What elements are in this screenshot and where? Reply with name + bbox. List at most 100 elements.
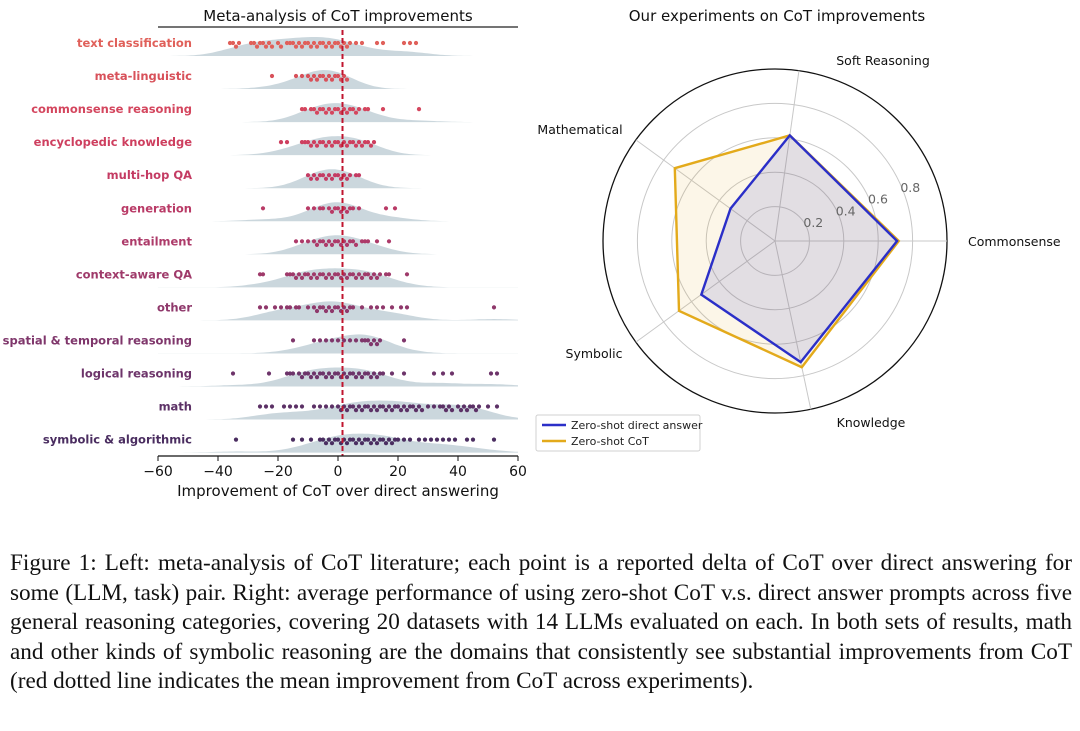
data-point bbox=[350, 140, 356, 145]
data-point bbox=[320, 173, 326, 178]
data-point bbox=[335, 272, 341, 277]
data-point bbox=[383, 441, 389, 446]
legend-box bbox=[535, 414, 701, 452]
data-point bbox=[365, 338, 371, 343]
data-point bbox=[293, 305, 299, 310]
data-point bbox=[308, 176, 314, 181]
data-point bbox=[323, 441, 329, 446]
data-point bbox=[380, 305, 386, 310]
data-point bbox=[311, 239, 317, 244]
category-label: spatial & temporal reasoning bbox=[3, 333, 192, 347]
data-point bbox=[332, 73, 338, 79]
data-point bbox=[269, 44, 275, 49]
data-point bbox=[284, 140, 290, 145]
data-point bbox=[302, 272, 308, 277]
data-point bbox=[266, 371, 272, 376]
data-point bbox=[284, 272, 290, 277]
data-point bbox=[296, 272, 302, 277]
data-point bbox=[380, 371, 386, 376]
category-label: meta-linguistic bbox=[95, 69, 193, 83]
data-point bbox=[374, 40, 380, 46]
data-point bbox=[317, 437, 323, 442]
data-point bbox=[473, 408, 479, 413]
data-point bbox=[311, 272, 317, 277]
radial-tick-label: 0.8 bbox=[900, 180, 920, 195]
data-point bbox=[305, 173, 311, 178]
left-chart-title: Meta-analysis of CoT improvements bbox=[203, 7, 473, 25]
data-point bbox=[266, 40, 272, 46]
data-point bbox=[404, 408, 410, 413]
data-point bbox=[299, 275, 305, 280]
data-point bbox=[263, 305, 269, 310]
data-point bbox=[290, 40, 296, 46]
data-point bbox=[308, 437, 314, 442]
data-point bbox=[335, 404, 341, 409]
data-point bbox=[350, 272, 356, 277]
data-point bbox=[290, 272, 296, 277]
data-point bbox=[368, 143, 374, 148]
data-point bbox=[335, 305, 341, 310]
data-point bbox=[317, 206, 323, 211]
data-point bbox=[392, 404, 398, 409]
data-point bbox=[296, 371, 302, 376]
x-tick-label: 40 bbox=[449, 464, 467, 480]
data-point bbox=[350, 404, 356, 409]
data-point bbox=[329, 176, 335, 181]
data-point bbox=[359, 441, 365, 446]
data-point bbox=[269, 404, 275, 409]
data-point bbox=[392, 437, 398, 442]
data-point bbox=[470, 437, 476, 442]
data-point bbox=[395, 404, 401, 409]
meta-analysis-chart: Meta-analysis of CoT improvements text c… bbox=[3, 7, 527, 500]
data-point bbox=[362, 107, 368, 112]
x-tick-label: 60 bbox=[509, 464, 527, 480]
data-point bbox=[320, 73, 326, 79]
data-point bbox=[344, 408, 350, 413]
data-point bbox=[317, 371, 323, 376]
x-tick-label: 0 bbox=[334, 464, 343, 480]
data-point bbox=[413, 408, 419, 413]
data-point bbox=[287, 305, 293, 310]
x-tick-label: −60 bbox=[143, 464, 173, 480]
data-point bbox=[281, 404, 287, 409]
data-point bbox=[308, 375, 314, 380]
x-axis-label: Improvement of CoT over direct answering bbox=[177, 482, 499, 500]
data-point bbox=[311, 173, 317, 178]
data-point bbox=[311, 73, 317, 79]
data-point bbox=[230, 371, 236, 376]
data-point bbox=[335, 140, 341, 145]
data-point bbox=[380, 437, 386, 442]
data-point bbox=[371, 272, 377, 277]
data-point bbox=[329, 338, 335, 343]
data-point bbox=[365, 371, 371, 376]
data-point bbox=[317, 140, 323, 145]
data-point bbox=[326, 437, 332, 442]
data-point bbox=[356, 173, 362, 178]
category-distribution bbox=[158, 268, 518, 288]
data-point bbox=[332, 371, 338, 376]
legend: Zero-shot direct answer Zero-shot CoT bbox=[535, 414, 703, 452]
category-distribution bbox=[158, 136, 518, 156]
data-point bbox=[440, 404, 446, 409]
data-point bbox=[362, 338, 368, 343]
radar-spoke bbox=[635, 139, 776, 242]
data-point bbox=[356, 371, 362, 376]
x-axis-ticks: −60 −40 −20 0 20 40 60 bbox=[143, 456, 527, 480]
data-point bbox=[356, 404, 362, 409]
data-point bbox=[353, 110, 359, 115]
data-point bbox=[335, 40, 341, 46]
data-point bbox=[323, 77, 329, 82]
data-point bbox=[362, 140, 368, 145]
data-point bbox=[407, 404, 413, 409]
data-point bbox=[350, 371, 356, 376]
data-point bbox=[464, 437, 470, 442]
data-point bbox=[335, 239, 341, 244]
data-point bbox=[305, 206, 311, 211]
data-point bbox=[314, 110, 320, 115]
data-point bbox=[491, 305, 497, 310]
data-point bbox=[353, 275, 359, 280]
data-point bbox=[344, 375, 350, 380]
data-point bbox=[284, 371, 290, 376]
legend-label-cot: Zero-shot CoT bbox=[571, 435, 649, 448]
category-label: symbolic & algorithmic bbox=[43, 433, 192, 447]
